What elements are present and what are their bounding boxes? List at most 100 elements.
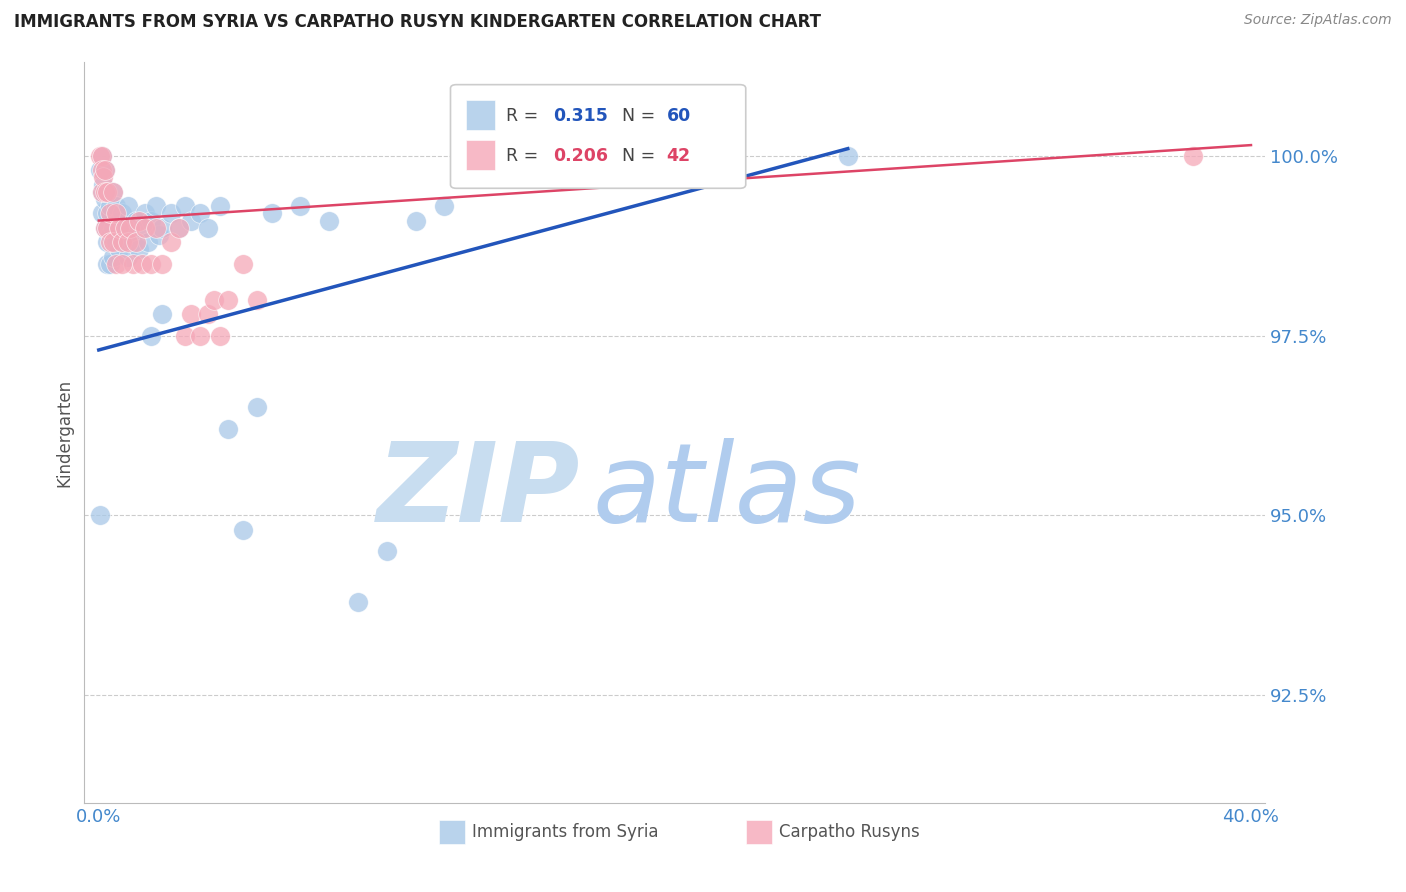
Text: IMMIGRANTS FROM SYRIA VS CARPATHO RUSYN KINDERGARTEN CORRELATION CHART: IMMIGRANTS FROM SYRIA VS CARPATHO RUSYN …	[14, 13, 821, 31]
Point	[159, 206, 181, 220]
Point	[93, 220, 115, 235]
Point	[837, 149, 859, 163]
Point	[217, 422, 239, 436]
Text: Carpatho Rusyns: Carpatho Rusyns	[779, 823, 920, 841]
Point	[208, 199, 231, 213]
Point	[96, 257, 118, 271]
Point	[232, 257, 254, 271]
Point	[101, 220, 124, 235]
Point	[169, 220, 191, 235]
Point	[290, 199, 312, 213]
Point	[217, 293, 239, 307]
Point	[90, 163, 112, 178]
Text: Immigrants from Syria: Immigrants from Syria	[472, 823, 658, 841]
Text: 42: 42	[666, 147, 690, 165]
Point	[90, 149, 112, 163]
Point	[93, 192, 115, 206]
Text: N =: N =	[621, 108, 661, 126]
Point	[96, 206, 118, 220]
Point	[90, 185, 112, 199]
Point	[101, 235, 124, 249]
Point	[169, 220, 191, 235]
Text: R =: R =	[506, 147, 544, 165]
Point	[90, 206, 112, 220]
Point	[117, 199, 139, 213]
Point	[246, 401, 269, 415]
Point	[188, 328, 211, 343]
Point	[134, 220, 156, 235]
Point	[318, 213, 340, 227]
Point	[174, 199, 197, 213]
Point	[125, 213, 148, 227]
Point	[108, 243, 131, 257]
Text: Source: ZipAtlas.com: Source: ZipAtlas.com	[1244, 13, 1392, 28]
Point	[96, 220, 118, 235]
Point	[232, 523, 254, 537]
Point	[90, 149, 112, 163]
Point	[117, 235, 139, 249]
Point	[131, 220, 153, 235]
FancyBboxPatch shape	[465, 140, 495, 169]
FancyBboxPatch shape	[450, 85, 745, 188]
Y-axis label: Kindergarten: Kindergarten	[55, 378, 73, 487]
Text: ZIP: ZIP	[377, 438, 581, 545]
Point	[150, 220, 173, 235]
Point	[433, 199, 456, 213]
Point	[93, 185, 115, 199]
Text: atlas: atlas	[592, 438, 860, 545]
Point	[91, 178, 114, 192]
Point	[114, 220, 136, 235]
Point	[93, 163, 115, 178]
FancyBboxPatch shape	[465, 100, 495, 130]
Point	[105, 235, 128, 249]
Point	[89, 149, 111, 163]
Point	[89, 163, 111, 178]
Point	[131, 257, 153, 271]
Point	[98, 257, 121, 271]
Point	[101, 185, 124, 199]
Point	[111, 206, 134, 220]
Point	[101, 185, 124, 199]
Point	[174, 328, 197, 343]
Point	[93, 163, 115, 178]
Point	[101, 250, 124, 264]
Point	[98, 235, 121, 249]
Point	[128, 243, 150, 257]
Point	[246, 293, 269, 307]
Point	[98, 227, 121, 242]
Point	[120, 220, 142, 235]
Text: N =: N =	[621, 147, 661, 165]
Point	[114, 220, 136, 235]
FancyBboxPatch shape	[439, 820, 464, 844]
Point	[94, 185, 117, 199]
Point	[139, 213, 162, 227]
Point	[375, 544, 398, 558]
Point	[111, 235, 134, 249]
Point	[197, 307, 219, 321]
Point	[122, 235, 145, 249]
FancyBboxPatch shape	[745, 820, 772, 844]
Point	[96, 235, 118, 249]
Point	[117, 250, 139, 264]
Point	[347, 594, 370, 608]
Point	[159, 235, 181, 249]
Point	[111, 257, 134, 271]
Point	[202, 293, 225, 307]
Point	[96, 185, 118, 199]
Point	[1182, 149, 1205, 163]
Point	[122, 257, 145, 271]
Point	[145, 220, 167, 235]
Point	[405, 213, 427, 227]
Point	[93, 220, 115, 235]
Point	[150, 257, 173, 271]
Point	[91, 170, 114, 185]
Point	[197, 220, 219, 235]
Point	[125, 235, 148, 249]
Point	[180, 213, 202, 227]
Point	[134, 206, 156, 220]
Text: 0.315: 0.315	[553, 108, 609, 126]
Text: 60: 60	[666, 108, 690, 126]
Point	[105, 206, 128, 220]
Point	[105, 199, 128, 213]
Point	[98, 206, 121, 220]
